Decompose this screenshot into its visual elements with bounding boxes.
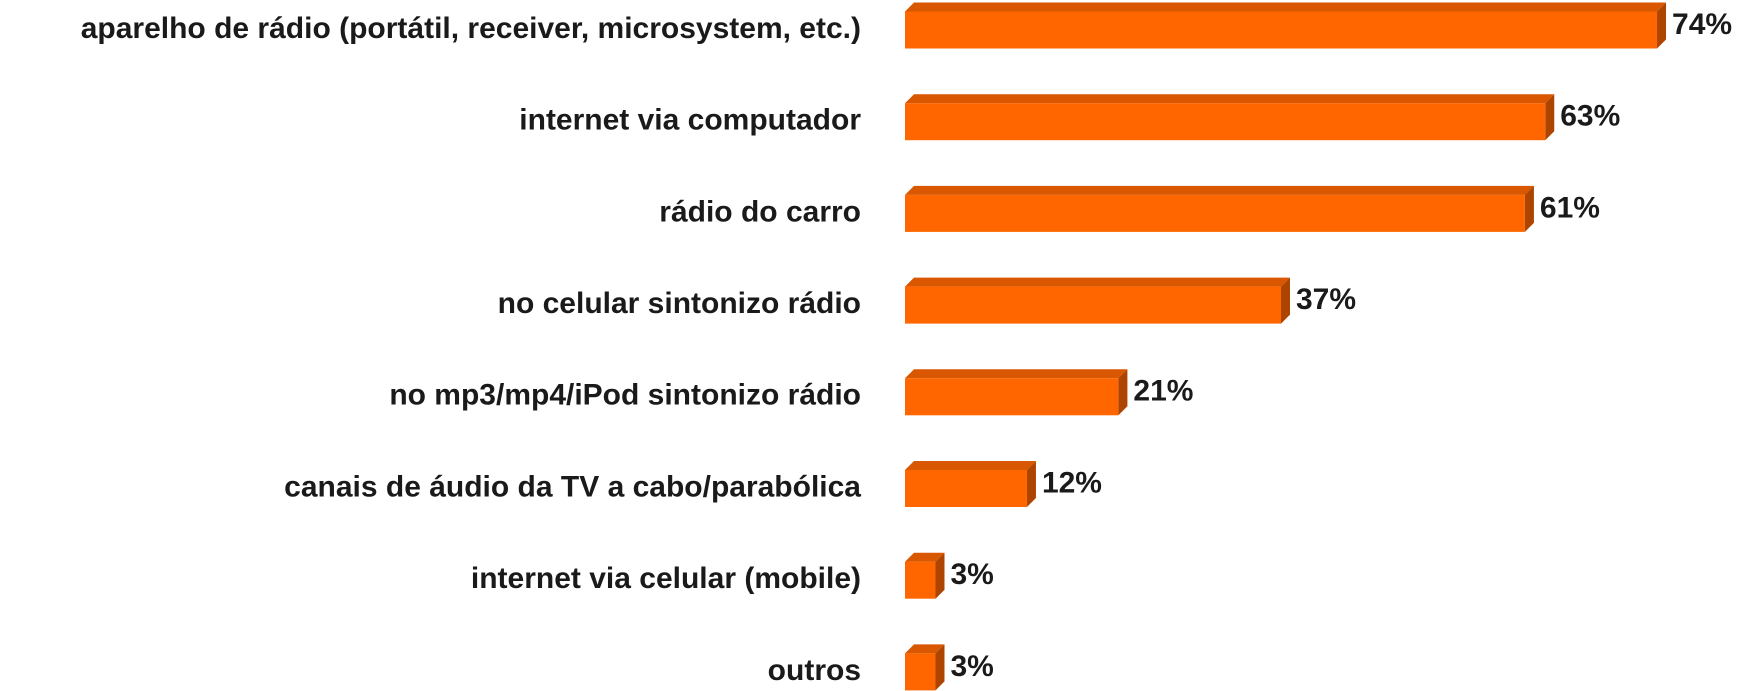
bar-top xyxy=(905,94,1555,104)
bar xyxy=(905,194,1525,232)
bar-top xyxy=(905,552,945,562)
bar xyxy=(905,11,1658,49)
category-label: aparelho de rádio (portátil, receiver, m… xyxy=(81,12,861,45)
bar xyxy=(905,561,936,599)
bar-top xyxy=(905,644,945,654)
category-label: canais de áudio da TV a cabo/parabólica xyxy=(284,470,861,503)
bar-side xyxy=(1281,277,1291,324)
bar xyxy=(905,470,1027,507)
bar-side xyxy=(1026,461,1036,507)
category-label: outros xyxy=(768,654,861,687)
bar-side xyxy=(935,644,945,691)
category-label: internet via celular (mobile) xyxy=(471,562,861,595)
bar-top xyxy=(905,2,1667,12)
bar-side xyxy=(935,552,945,599)
value-label: 37% xyxy=(1296,283,1356,316)
bar-side xyxy=(1524,185,1534,232)
value-label: 63% xyxy=(1560,100,1620,133)
value-label: 12% xyxy=(1042,466,1102,499)
value-label: 3% xyxy=(950,650,993,683)
bar-side xyxy=(1545,94,1555,141)
category-label: no mp3/mp4/iPod sintonizo rádio xyxy=(389,379,861,412)
value-label: 3% xyxy=(950,558,993,591)
category-label: no celular sintonizo rádio xyxy=(498,287,861,320)
bar-top xyxy=(905,185,1534,195)
category-label: rádio do carro xyxy=(659,195,861,228)
bar-top xyxy=(905,461,1036,470)
bar xyxy=(905,286,1282,324)
bar-top xyxy=(905,277,1291,287)
bar-side xyxy=(1657,2,1667,49)
bar xyxy=(905,378,1119,416)
value-label: 21% xyxy=(1133,375,1193,408)
value-label: 61% xyxy=(1540,191,1600,224)
value-label: 74% xyxy=(1672,8,1732,41)
bar xyxy=(905,103,1546,141)
bar xyxy=(905,653,936,691)
bar-top xyxy=(905,369,1128,379)
category-label: internet via computador xyxy=(519,104,861,137)
bar-side xyxy=(1118,369,1128,416)
